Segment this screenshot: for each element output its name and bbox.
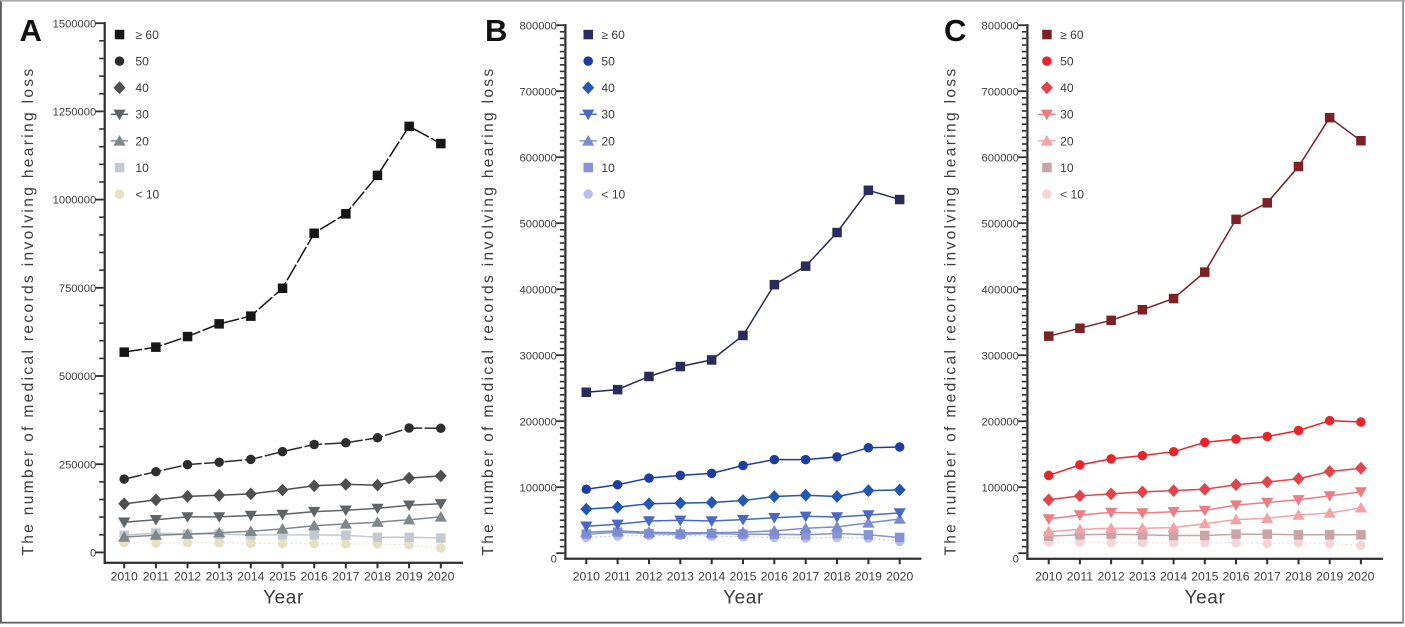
svg-text:The number of medical records: The number of medical records involving … (480, 66, 497, 555)
svg-text:2020: 2020 (427, 570, 454, 584)
svg-text:2018: 2018 (364, 570, 391, 584)
svg-text:2013: 2013 (206, 570, 233, 584)
svg-text:10: 10 (135, 161, 149, 175)
svg-text:50: 50 (601, 55, 615, 69)
svg-text:2010: 2010 (573, 570, 600, 584)
svg-text:Year: Year (1185, 588, 1226, 609)
svg-text:40: 40 (1060, 81, 1074, 95)
svg-text:A: A (20, 13, 42, 48)
svg-text:10: 10 (1060, 161, 1074, 175)
svg-text:≥ 60: ≥ 60 (1060, 28, 1084, 42)
svg-text:0: 0 (551, 554, 557, 566)
svg-text:600000: 600000 (520, 152, 557, 164)
svg-text:750000: 750000 (59, 283, 96, 295)
svg-text:< 10: < 10 (135, 188, 159, 202)
svg-text:< 10: < 10 (601, 188, 625, 202)
svg-text:2019: 2019 (855, 570, 882, 584)
svg-text:300000: 300000 (982, 350, 1019, 362)
svg-text:800000: 800000 (982, 20, 1019, 32)
svg-text:1000000: 1000000 (53, 195, 97, 207)
svg-text:2017: 2017 (792, 570, 819, 584)
svg-text:2012: 2012 (1098, 570, 1125, 584)
svg-text:2016: 2016 (1222, 570, 1249, 584)
svg-text:< 10: < 10 (1060, 188, 1084, 202)
svg-text:The number of medical records: The number of medical records involving … (942, 66, 959, 555)
svg-text:The number of medical records: The number of medical records involving … (20, 66, 37, 555)
svg-text:100000: 100000 (520, 482, 557, 494)
svg-text:≥ 60: ≥ 60 (601, 28, 625, 42)
svg-text:800000: 800000 (520, 20, 557, 32)
svg-text:2014: 2014 (1160, 570, 1187, 584)
svg-text:Year: Year (723, 588, 764, 609)
svg-text:2011: 2011 (1067, 570, 1093, 584)
svg-text:30: 30 (135, 108, 149, 122)
svg-text:2015: 2015 (1191, 570, 1218, 584)
svg-text:200000: 200000 (520, 416, 557, 428)
svg-text:700000: 700000 (520, 86, 557, 98)
svg-text:2014: 2014 (237, 570, 264, 584)
svg-text:400000: 400000 (982, 284, 1019, 296)
svg-text:2018: 2018 (1285, 570, 1312, 584)
svg-text:2011: 2011 (143, 570, 169, 584)
svg-text:2015: 2015 (269, 570, 296, 584)
svg-text:2012: 2012 (174, 570, 201, 584)
svg-text:B: B (485, 13, 507, 48)
svg-text:700000: 700000 (982, 86, 1019, 98)
svg-text:2014: 2014 (698, 570, 725, 584)
svg-text:40: 40 (135, 81, 149, 95)
svg-text:2016: 2016 (761, 570, 788, 584)
svg-text:600000: 600000 (982, 152, 1019, 164)
svg-text:50: 50 (1060, 55, 1074, 69)
svg-text:200000: 200000 (982, 416, 1019, 428)
svg-text:2020: 2020 (886, 570, 913, 584)
svg-text:2018: 2018 (823, 570, 850, 584)
svg-text:2015: 2015 (729, 570, 756, 584)
svg-text:C: C (944, 13, 966, 48)
svg-text:20: 20 (601, 134, 615, 148)
svg-text:250000: 250000 (59, 459, 96, 471)
svg-text:20: 20 (1060, 134, 1074, 148)
svg-text:500000: 500000 (520, 218, 557, 230)
svg-text:1500000: 1500000 (53, 18, 97, 30)
svg-text:30: 30 (601, 108, 615, 122)
svg-text:50: 50 (135, 55, 149, 69)
svg-text:Year: Year (263, 588, 304, 609)
svg-text:2019: 2019 (1316, 570, 1343, 584)
svg-text:2010: 2010 (1035, 570, 1062, 584)
svg-text:2013: 2013 (667, 570, 694, 584)
svg-text:1250000: 1250000 (53, 107, 97, 119)
svg-text:500000: 500000 (59, 371, 96, 383)
svg-text:2016: 2016 (301, 570, 328, 584)
svg-text:0: 0 (90, 548, 96, 560)
svg-text:2011: 2011 (604, 570, 630, 584)
svg-text:2012: 2012 (635, 570, 662, 584)
svg-text:2010: 2010 (111, 570, 138, 584)
svg-text:≥ 60: ≥ 60 (135, 28, 159, 42)
svg-text:30: 30 (1060, 108, 1074, 122)
svg-text:0: 0 (1013, 554, 1019, 566)
svg-text:2019: 2019 (396, 570, 423, 584)
svg-text:40: 40 (601, 81, 615, 95)
svg-text:300000: 300000 (520, 350, 557, 362)
svg-text:2017: 2017 (332, 570, 359, 584)
svg-text:20: 20 (135, 134, 149, 148)
svg-text:2017: 2017 (1254, 570, 1281, 584)
svg-text:500000: 500000 (982, 218, 1019, 230)
svg-text:100000: 100000 (982, 482, 1019, 494)
svg-text:2013: 2013 (1129, 570, 1156, 584)
svg-text:2020: 2020 (1347, 570, 1374, 584)
svg-text:10: 10 (601, 161, 615, 175)
svg-text:400000: 400000 (520, 284, 557, 296)
